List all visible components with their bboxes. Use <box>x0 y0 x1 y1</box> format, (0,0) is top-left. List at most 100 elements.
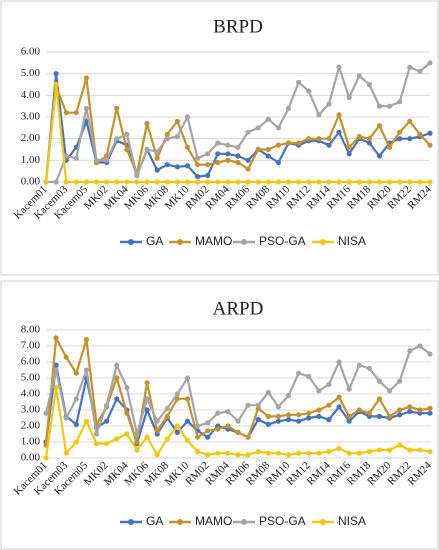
data-point <box>134 447 140 453</box>
legend-label: NISA <box>338 514 366 528</box>
data-point <box>235 452 241 458</box>
data-point <box>427 142 433 148</box>
data-point <box>215 179 221 185</box>
data-point <box>356 362 362 368</box>
data-point <box>124 146 130 153</box>
data-point <box>407 348 413 354</box>
data-point <box>63 415 69 421</box>
data-point <box>53 179 59 185</box>
data-point <box>417 131 423 137</box>
data-point <box>73 439 79 445</box>
data-point <box>326 449 332 455</box>
data-point <box>326 136 332 142</box>
data-point <box>114 436 120 442</box>
data-point <box>336 394 342 400</box>
data-point <box>245 179 251 185</box>
data-point <box>397 129 403 135</box>
data-point <box>154 149 160 155</box>
data-point <box>427 410 433 416</box>
y-tick-label: 1.00 <box>21 436 41 448</box>
legend-label: PSO-GA <box>259 234 306 248</box>
data-point <box>397 99 403 105</box>
data-point <box>346 179 352 185</box>
data-point <box>316 112 322 118</box>
data-point <box>296 79 302 85</box>
legend-label: GA <box>146 514 163 528</box>
y-tick-label: 2.00 <box>21 132 41 144</box>
data-point <box>427 405 433 411</box>
data-point <box>154 452 160 458</box>
data-point <box>366 365 372 371</box>
data-point <box>154 428 160 434</box>
data-point <box>356 133 362 140</box>
data-point <box>275 125 282 131</box>
data-point <box>194 179 201 185</box>
data-point <box>225 450 231 456</box>
data-point <box>285 179 292 185</box>
data-point <box>93 441 100 447</box>
data-point <box>164 136 170 142</box>
data-point <box>427 179 433 185</box>
data-point <box>336 112 342 118</box>
data-point <box>417 179 423 185</box>
data-point <box>104 179 110 185</box>
data-point <box>134 431 140 437</box>
data-point <box>427 60 433 66</box>
data-point <box>134 179 140 185</box>
data-point <box>124 131 130 137</box>
data-point <box>174 164 180 170</box>
data-point <box>296 140 302 146</box>
y-tick-label: 8.00 <box>21 324 41 336</box>
data-point <box>306 88 312 94</box>
y-tick-label: 4.00 <box>21 89 41 101</box>
data-point <box>194 173 201 180</box>
data-point <box>407 447 413 453</box>
data-point <box>184 163 191 169</box>
data-point <box>104 402 110 408</box>
y-tick-label: 4.00 <box>21 388 41 400</box>
y-tick-label: 5.00 <box>21 67 41 79</box>
data-point <box>43 179 49 185</box>
data-point <box>194 162 201 168</box>
data-point <box>386 103 393 109</box>
y-tick-label: 3.00 <box>21 404 41 416</box>
data-point <box>275 418 282 424</box>
chart-title: ARPD <box>213 298 264 319</box>
data-point <box>417 407 423 413</box>
data-point <box>397 407 403 413</box>
data-point <box>285 417 292 423</box>
data-point <box>114 105 120 111</box>
data-point <box>184 144 191 150</box>
data-point <box>336 64 342 70</box>
data-point <box>144 120 150 127</box>
y-tick-label: 1.00 <box>21 154 41 166</box>
data-point <box>376 413 383 419</box>
data-point <box>296 450 302 456</box>
data-point <box>376 103 383 109</box>
data-point <box>296 370 302 376</box>
data-point <box>285 105 292 111</box>
data-point <box>225 157 231 163</box>
legend-marker <box>177 239 183 245</box>
data-point <box>306 373 312 379</box>
data-point <box>235 153 241 159</box>
data-point <box>265 421 271 427</box>
legend-label: NISA <box>338 234 366 248</box>
data-point <box>144 434 150 440</box>
data-point <box>144 179 150 185</box>
data-point <box>235 429 241 435</box>
data-point <box>336 179 342 185</box>
data-point <box>376 179 383 185</box>
data-point <box>316 179 322 185</box>
data-point <box>174 133 180 140</box>
data-point <box>174 391 180 397</box>
data-point <box>53 71 59 77</box>
data-point <box>285 452 292 458</box>
data-point <box>245 166 251 172</box>
data-point <box>245 402 251 408</box>
data-point <box>114 179 120 185</box>
data-point <box>366 410 372 416</box>
data-point <box>215 151 221 157</box>
data-point <box>215 159 221 166</box>
